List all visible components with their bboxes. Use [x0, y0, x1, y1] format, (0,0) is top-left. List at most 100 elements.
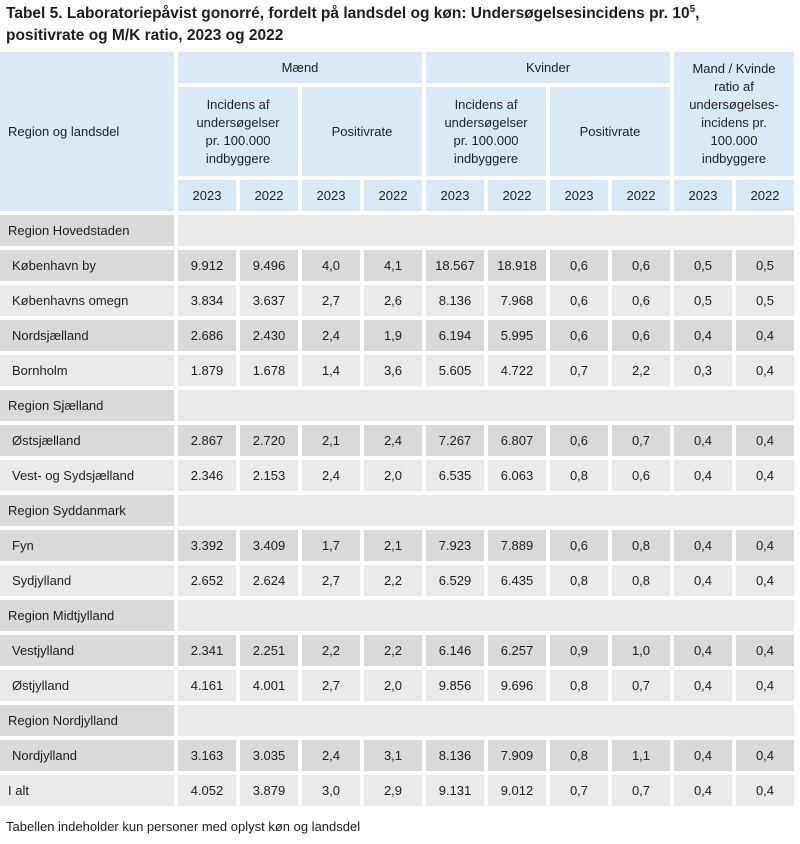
table-cell: 0,7: [612, 425, 670, 456]
table-cell: 0,4: [674, 670, 732, 701]
table-cell: 0,8: [612, 530, 670, 561]
table-cell: 0,6: [612, 320, 670, 351]
title-main: Tabel 5. Laboratoriepåvist gonorré, ford…: [6, 5, 690, 22]
year-header: 2022: [364, 180, 422, 211]
table-cell: 0,4: [736, 775, 794, 806]
table-cell: 3,0: [302, 775, 360, 806]
region-label: Region Syddanmark: [0, 495, 174, 526]
table-cell: 0,8: [550, 565, 608, 596]
region-row-filler: [178, 495, 794, 526]
table-cell: 2,4: [302, 320, 360, 351]
table-cell: 0,6: [550, 285, 608, 316]
region-row-filler: [178, 705, 794, 736]
table-cell: 2.251: [240, 635, 298, 666]
table-cell: 0,8: [550, 740, 608, 771]
table-cell: 0,6: [550, 530, 608, 561]
table-cell: 0,6: [612, 460, 670, 491]
table-row: Københavns omegn 3.834 3.637 2,7 2,6 8.136 7.9…: [0, 285, 794, 316]
table-cell: 6.063: [488, 460, 546, 491]
table-cell: 2,7: [302, 565, 360, 596]
table-cell: 6.146: [426, 635, 484, 666]
table-cell: 6.535: [426, 460, 484, 491]
table-cell: 1,4: [302, 355, 360, 386]
row-label: Bornholm: [0, 355, 174, 386]
table-cell: 0,4: [736, 670, 794, 701]
table-cell: 4.161: [178, 670, 236, 701]
table-cell: 2,1: [302, 425, 360, 456]
table-cell: 0,6: [612, 250, 670, 281]
year-header: 2022: [612, 180, 670, 211]
year-header: 2023: [426, 180, 484, 211]
table-cell: 2.430: [240, 320, 298, 351]
table-cell: 2,2: [302, 635, 360, 666]
table-cell: 1.678: [240, 355, 298, 386]
year-header: 2023: [178, 180, 236, 211]
table-cell: 0,4: [674, 635, 732, 666]
table-row: Østjylland 4.161 4.001 2,7 2,0 9.856 9.696 0,8 0…: [0, 670, 794, 701]
region-label: Region Nordjylland: [0, 705, 174, 736]
table-cell: 3.879: [240, 775, 298, 806]
table-row: Nordsjælland 2.686 2.430 2,4 1,9 6.194 5.995 0,…: [0, 320, 794, 351]
region-label: Region Sjælland: [0, 390, 174, 421]
table-row: Vestjylland 2.341 2.251 2,2 2,2 6.146 6.257 0,9…: [0, 635, 794, 666]
table-cell: 4,0: [302, 250, 360, 281]
table-cell: 8.136: [426, 740, 484, 771]
region-row: Region Midtjylland: [0, 600, 794, 631]
region-row-filler: [178, 390, 794, 421]
table-cell: 2.341: [178, 635, 236, 666]
table-row: Vest- og Sydsjælland 2.346 2.153 2,4 2,0 6.53…: [0, 460, 794, 491]
region-row-filler: [178, 215, 794, 246]
table-cell: 9.131: [426, 775, 484, 806]
table-cell: 0,4: [674, 460, 732, 491]
table-cell: 0,8: [550, 670, 608, 701]
table-cell: 0,6: [550, 320, 608, 351]
table-cell: 2,7: [302, 670, 360, 701]
table-cell: 2,0: [364, 670, 422, 701]
row-label: Østsjælland: [0, 425, 174, 456]
table-cell: 0,5: [674, 250, 732, 281]
year-header: 2022: [488, 180, 546, 211]
table-cell: 0,7: [550, 775, 608, 806]
table-cell: 0,5: [736, 250, 794, 281]
table-cell: 3,6: [364, 355, 422, 386]
table-cell: 0,6: [550, 425, 608, 456]
table-cell: 7.909: [488, 740, 546, 771]
table-cell: 0,4: [736, 740, 794, 771]
header-incidens-maend: Incidens af undersøgelser pr. 100.000 in…: [178, 87, 298, 176]
region-row: Region Nordjylland: [0, 705, 794, 736]
table-cell: 2.652: [178, 565, 236, 596]
table-cell: 3.834: [178, 285, 236, 316]
header-kvinder: Kvinder: [426, 52, 670, 83]
table-cell: 2.346: [178, 460, 236, 491]
table-row: Fyn 3.392 3.409 1,7 2,1 7.923 7.889 0,6 0,8 0,4 0,…: [0, 530, 794, 561]
table-cell: 0,4: [736, 320, 794, 351]
row-label: I alt: [0, 775, 174, 806]
title-superscript: 5: [689, 3, 696, 15]
region-label: Region Midtjylland: [0, 600, 174, 631]
table-cell: 3.392: [178, 530, 236, 561]
title-line2: positivrate og M/K ratio, 2023 og 2022: [6, 27, 284, 44]
table-cell: 2,7: [302, 285, 360, 316]
table-cell: 2.153: [240, 460, 298, 491]
table-cell: 2,4: [302, 460, 360, 491]
row-label: Østjylland: [0, 670, 174, 701]
table-cell: 7.923: [426, 530, 484, 561]
row-label: København by: [0, 250, 174, 281]
table-cell: 9.856: [426, 670, 484, 701]
table-cell: 0,4: [674, 775, 732, 806]
table-cell: 4.052: [178, 775, 236, 806]
header-region: Region og landsdel: [0, 52, 174, 211]
table-cell: 2,2: [364, 635, 422, 666]
table-cell: 4.722: [488, 355, 546, 386]
year-header: 2023: [550, 180, 608, 211]
table-cell: 1,1: [612, 740, 670, 771]
table-cell: 3,1: [364, 740, 422, 771]
year-header: 2023: [674, 180, 732, 211]
table-cell: 0,7: [612, 775, 670, 806]
table-cell: 2,9: [364, 775, 422, 806]
table-cell: 4,1: [364, 250, 422, 281]
table-row: Bornholm 1.879 1.678 1,4 3,6 5.605 4.722 0,7 2,2…: [0, 355, 794, 386]
region-row: Region Sjælland: [0, 390, 794, 421]
row-label: Københavns omegn: [0, 285, 174, 316]
table-cell: 2,1: [364, 530, 422, 561]
